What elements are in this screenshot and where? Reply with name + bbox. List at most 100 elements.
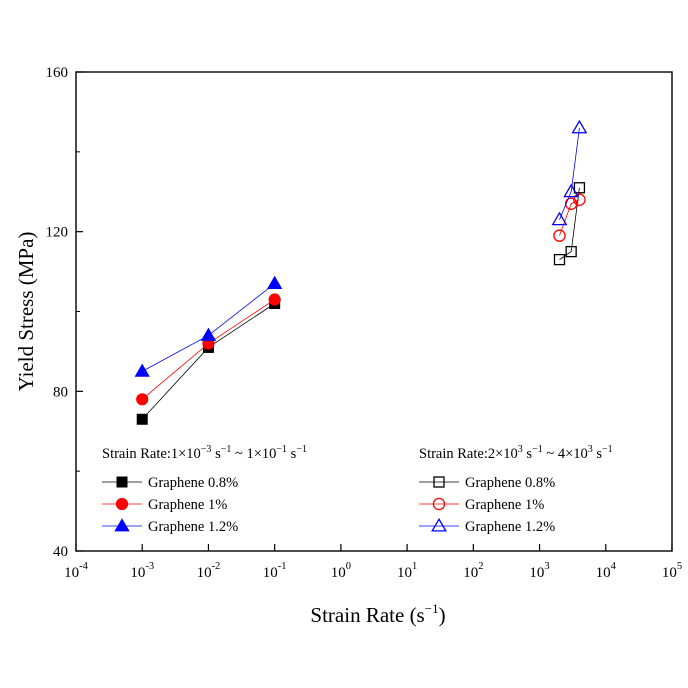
- legend-title-part: s: [287, 446, 297, 462]
- x-axis-title-sup: −1: [425, 601, 439, 616]
- x-tick-label: 100: [331, 561, 351, 581]
- legend-title-part: ~ 4×10: [543, 446, 588, 462]
- x-tick-base: 10: [64, 565, 79, 581]
- x-tick-label: 10-3: [130, 561, 154, 581]
- legend-label: Graphene 1%: [465, 497, 544, 513]
- legend-label: Graphene 0.8%: [465, 475, 555, 491]
- series-4: [553, 193, 586, 242]
- legend-item: Graphene 1%: [102, 497, 227, 513]
- legend-item: Graphene 0.8%: [102, 475, 238, 491]
- x-tick-base: 10: [331, 565, 346, 581]
- y-tick-label: 80: [53, 384, 68, 400]
- x-tick-label: 104: [596, 561, 617, 581]
- data-point: [564, 197, 578, 210]
- legend-title: Strain Rate:1×10−3 s−1 ~ 1×10−1 s−1: [102, 444, 307, 462]
- data-point: [268, 293, 281, 306]
- x-tick-label: 103: [529, 561, 549, 581]
- legend-label: Graphene 1.2%: [465, 519, 555, 535]
- y-tick-label: 40: [53, 544, 68, 560]
- legend-label: Graphene 1.2%: [148, 519, 238, 535]
- data-point: [571, 119, 588, 134]
- legend-marker: [116, 476, 128, 488]
- y-axis-title: Yield Stress (MPa): [14, 232, 38, 392]
- data-point: [136, 393, 149, 406]
- data-series: [134, 119, 588, 425]
- series-0: [136, 298, 281, 425]
- legend-marker: [431, 517, 447, 532]
- legend-title: Strain Rate:2×103 s−1 ~ 4×103 s−1: [419, 444, 613, 462]
- series-5: [551, 119, 588, 226]
- legend-title-sup: 3: [588, 444, 593, 455]
- x-tick-exp: -2: [212, 561, 221, 572]
- legend-title-part: s: [523, 446, 533, 462]
- x-axis-title-end: ): [439, 603, 446, 627]
- legend-title-part: s: [593, 446, 603, 462]
- data-point: [573, 193, 586, 206]
- x-tick-exp: 1: [412, 561, 417, 572]
- legend-marker: [114, 518, 130, 532]
- x-tick-base: 10: [529, 565, 544, 581]
- legend-title-sup: −1: [276, 444, 287, 455]
- legend-item: Graphene 1%: [419, 497, 544, 513]
- x-tick-label: 102: [463, 561, 483, 581]
- data-point: [266, 275, 283, 289]
- data-point: [563, 183, 580, 198]
- legend-marker: [432, 497, 446, 511]
- x-tick-base: 10: [263, 565, 278, 581]
- x-tick-label: 105: [662, 561, 682, 581]
- series-line: [141, 303, 275, 420]
- legend-title-sup: −1: [602, 444, 613, 455]
- series-line: [559, 127, 580, 220]
- data-point: [551, 211, 568, 226]
- x-tick-exp: 5: [677, 561, 682, 572]
- x-tick-label: 10-2: [197, 561, 221, 581]
- data-point: [573, 182, 586, 194]
- tick-labels: 10-4 10-3 10-2 10-1 100 101 102 103 104 105408012…: [46, 65, 683, 581]
- axis-ticks: [75, 71, 673, 552]
- legend-item: Graphene 0.8%: [419, 475, 555, 491]
- y-tick-label: 120: [46, 225, 69, 241]
- x-axis-title-main: Strain Rate (s: [310, 603, 424, 627]
- x-tick-base: 10: [463, 565, 478, 581]
- series-line: [142, 283, 275, 372]
- x-tick-exp: 3: [544, 561, 549, 572]
- legend-title-part: Strain Rate:1×10: [102, 446, 201, 462]
- x-tick-base: 10: [397, 565, 412, 581]
- x-tick-label: 10-4: [64, 561, 88, 581]
- data-point: [553, 253, 566, 266]
- legend-title-sup: −1: [221, 444, 232, 455]
- x-axis-title: Strain Rate (s−1): [310, 601, 445, 627]
- data-point: [136, 413, 148, 425]
- legend-title-sup: −3: [201, 444, 212, 455]
- legend-marker: [433, 476, 445, 488]
- y-tick-label: 160: [46, 65, 69, 81]
- x-tick-exp: 2: [478, 561, 483, 572]
- legend-label: Graphene 0.8%: [148, 475, 238, 491]
- legend-title-part: ~ 1×10: [231, 446, 276, 462]
- legend-label: Graphene 1%: [148, 497, 227, 513]
- x-tick-label: 10-1: [263, 561, 287, 581]
- x-tick-exp: -3: [145, 561, 154, 572]
- legends: Strain Rate:1×10−3 s−1 ~ 1×10−1 s−1Graph…: [102, 444, 613, 535]
- x-tick-exp: 4: [611, 561, 617, 572]
- legend-title-sup: 3: [518, 444, 523, 455]
- data-point: [565, 245, 577, 258]
- series-2: [134, 275, 283, 377]
- series-1: [136, 293, 281, 406]
- x-tick-base: 10: [130, 565, 145, 581]
- data-point: [553, 229, 566, 242]
- legend-title-part: s: [211, 446, 221, 462]
- legend-bottom-right: Strain Rate:2×103 s−1 ~ 4×103 s−1Graphen…: [419, 444, 613, 535]
- x-tick-exp: -1: [278, 561, 287, 572]
- x-tick-base: 10: [197, 565, 212, 581]
- legend-title-sup: −1: [532, 444, 543, 455]
- series-3: [553, 182, 586, 266]
- legend-item: Graphene 1.2%: [102, 518, 238, 535]
- legend-bottom-left: Strain Rate:1×10−3 s−1 ~ 1×10−1 s−1Graph…: [102, 444, 307, 535]
- data-point: [134, 363, 150, 377]
- x-tick-base: 10: [596, 565, 611, 581]
- legend-title-part: Strain Rate:2×10: [419, 446, 518, 462]
- legend-title-sup: −1: [296, 444, 307, 455]
- x-tick-base: 10: [662, 565, 677, 581]
